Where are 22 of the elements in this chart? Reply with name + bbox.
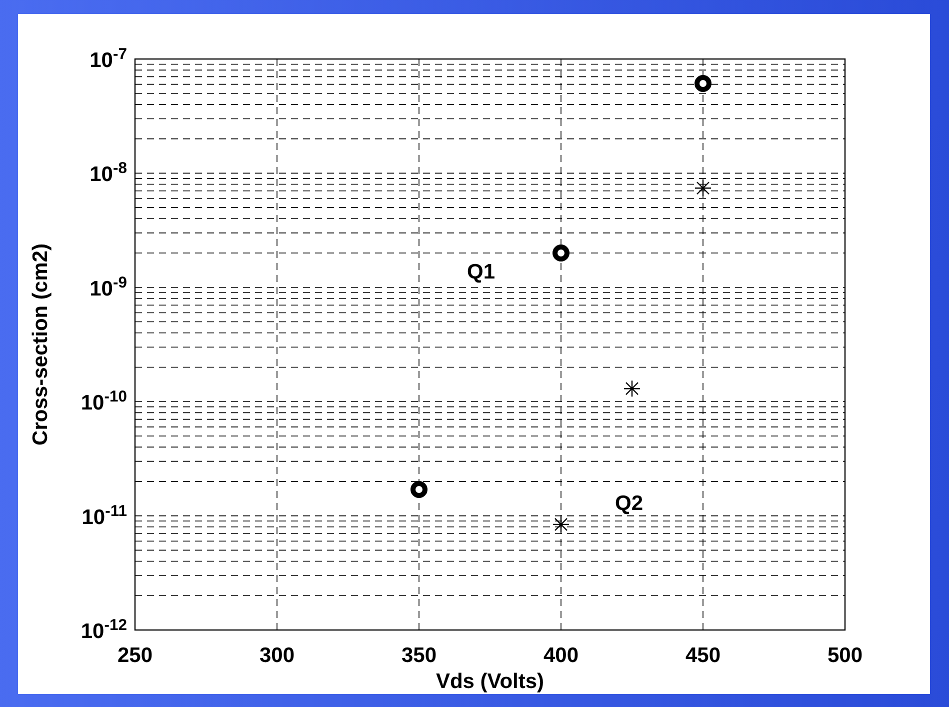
- y-axis-title: Cross-section (cm2): [29, 244, 52, 446]
- y-tick-label: 10$^{-8}$: [90, 160, 128, 186]
- x-tick-label: 450: [685, 644, 721, 667]
- point: [552, 244, 570, 262]
- x-tick-label: 250: [117, 644, 153, 667]
- x-tick-label: 300: [259, 644, 295, 667]
- y-tick-label: 10$^{-12}$: [80, 616, 128, 643]
- x-axis-title: Vds (Volts): [436, 670, 544, 693]
- point: [410, 480, 428, 498]
- y-tick-label: 10$^{-11}$: [82, 502, 128, 529]
- y-tick-label: 10$^{-7}$: [90, 46, 128, 72]
- point: [694, 75, 712, 92]
- y-tick-label: 10$^{-10}$: [80, 388, 128, 415]
- y-tick-label: 10$^{-9}$: [90, 274, 128, 300]
- x-tick-label: 500: [827, 644, 863, 667]
- x-tick-label: 400: [543, 644, 579, 667]
- point: [623, 380, 641, 398]
- point: [552, 516, 570, 534]
- point: [694, 180, 712, 197]
- text: Q2: [614, 492, 644, 515]
- x-tick-label: 350: [401, 644, 437, 667]
- text: Q1: [466, 260, 496, 284]
